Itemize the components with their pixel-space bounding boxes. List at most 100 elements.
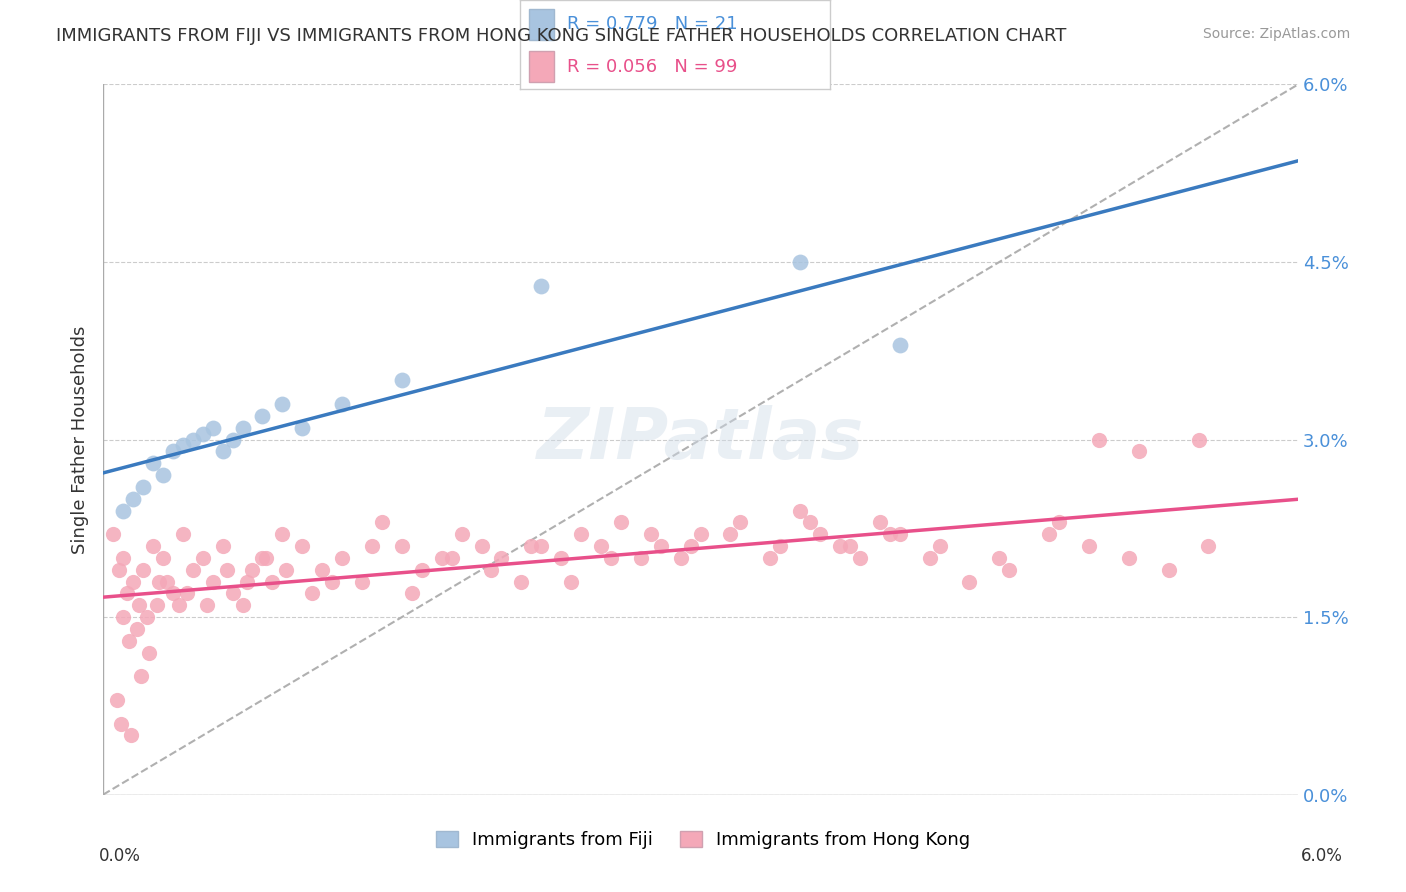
Point xyxy=(1078,539,1101,553)
Point xyxy=(129,669,152,683)
Point xyxy=(1128,444,1150,458)
Point xyxy=(108,563,131,577)
Point xyxy=(112,550,135,565)
Point xyxy=(125,622,148,636)
Point xyxy=(122,491,145,506)
Text: Source: ZipAtlas.com: Source: ZipAtlas.com xyxy=(1202,27,1350,41)
Point xyxy=(330,397,353,411)
Point xyxy=(138,646,160,660)
Point xyxy=(630,550,652,565)
Point xyxy=(610,516,633,530)
Point xyxy=(235,574,257,589)
Point xyxy=(252,409,274,423)
Point xyxy=(146,599,169,613)
Point xyxy=(988,550,1011,565)
Point xyxy=(530,278,553,293)
Point xyxy=(215,563,238,577)
Point xyxy=(132,563,155,577)
Point xyxy=(430,550,453,565)
Point xyxy=(152,468,174,483)
Point xyxy=(172,438,194,452)
Point xyxy=(550,550,572,565)
Point xyxy=(879,527,901,541)
Point xyxy=(689,527,711,541)
Point xyxy=(1118,550,1140,565)
Point xyxy=(849,550,872,565)
Point xyxy=(959,574,981,589)
Point xyxy=(122,574,145,589)
Text: 6.0%: 6.0% xyxy=(1301,847,1343,865)
Point xyxy=(569,527,592,541)
Point xyxy=(789,503,811,517)
Point xyxy=(669,550,692,565)
Point xyxy=(181,433,204,447)
Point xyxy=(101,527,124,541)
Point xyxy=(510,574,533,589)
Point xyxy=(271,527,294,541)
Point xyxy=(808,527,831,541)
Point xyxy=(256,550,278,565)
Point xyxy=(156,574,179,589)
Point xyxy=(110,716,132,731)
Point xyxy=(271,397,294,411)
Point xyxy=(650,539,672,553)
Point xyxy=(520,539,543,553)
Point xyxy=(167,599,190,613)
Point xyxy=(211,444,233,458)
Point xyxy=(799,516,821,530)
Point xyxy=(321,574,343,589)
Point xyxy=(1047,516,1070,530)
Point xyxy=(162,586,184,600)
Text: ZIPatlas: ZIPatlas xyxy=(537,405,865,474)
Point xyxy=(262,574,284,589)
Point xyxy=(291,420,314,434)
Point xyxy=(201,420,224,434)
Point xyxy=(600,550,623,565)
Point xyxy=(118,633,141,648)
Point xyxy=(1088,433,1111,447)
Point xyxy=(530,539,553,553)
Point xyxy=(311,563,333,577)
Point xyxy=(181,563,204,577)
Point xyxy=(720,527,742,541)
Point xyxy=(411,563,433,577)
Point xyxy=(195,599,218,613)
Point xyxy=(330,550,353,565)
Point xyxy=(148,574,170,589)
Point xyxy=(142,539,165,553)
Point xyxy=(201,574,224,589)
Text: 0.0%: 0.0% xyxy=(98,847,141,865)
Point xyxy=(176,586,198,600)
Point xyxy=(191,426,214,441)
Point xyxy=(470,539,492,553)
Point xyxy=(998,563,1021,577)
Text: IMMIGRANTS FROM FIJI VS IMMIGRANTS FROM HONG KONG SINGLE FATHER HOUSEHOLDS CORRE: IMMIGRANTS FROM FIJI VS IMMIGRANTS FROM … xyxy=(56,27,1067,45)
Point xyxy=(391,373,413,387)
Point xyxy=(1038,527,1060,541)
Point xyxy=(1187,433,1209,447)
Point xyxy=(142,456,165,470)
Point xyxy=(730,516,752,530)
Point xyxy=(371,516,394,530)
Point xyxy=(115,586,138,600)
Point xyxy=(232,420,254,434)
Point xyxy=(162,444,184,458)
Point xyxy=(112,610,135,624)
Point xyxy=(361,539,384,553)
Point xyxy=(869,516,891,530)
Point xyxy=(112,503,135,517)
Point xyxy=(491,550,513,565)
Point xyxy=(889,338,911,352)
Point xyxy=(401,586,423,600)
Point xyxy=(152,550,174,565)
Point xyxy=(221,433,243,447)
Point xyxy=(105,693,128,707)
Point xyxy=(276,563,298,577)
Point xyxy=(450,527,472,541)
Point xyxy=(560,574,582,589)
Bar xyxy=(530,51,554,82)
Text: R = 0.779   N = 21: R = 0.779 N = 21 xyxy=(567,15,737,33)
Point xyxy=(221,586,243,600)
Point xyxy=(128,599,150,613)
Point xyxy=(232,599,254,613)
